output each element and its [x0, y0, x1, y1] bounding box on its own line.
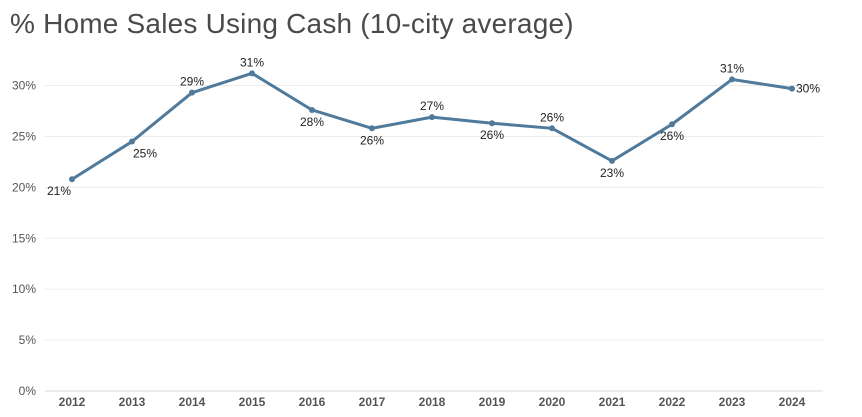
gridlines	[45, 85, 823, 392]
y-tick-label: 25%	[12, 129, 36, 143]
data-label: 27%	[420, 99, 444, 113]
data-label: 21%	[47, 184, 71, 198]
x-tick-label: 2019	[479, 395, 506, 409]
data-point[interactable]	[189, 89, 195, 96]
data-point[interactable]	[129, 138, 135, 145]
data-point[interactable]	[729, 76, 735, 83]
data-point[interactable]	[69, 176, 75, 183]
series-line	[70, 71, 794, 181]
data-point[interactable]	[609, 157, 615, 164]
y-tick-label: 5%	[19, 333, 37, 347]
data-label: 31%	[720, 61, 744, 75]
data-label: 26%	[540, 110, 564, 124]
x-tick-label: 2013	[119, 395, 146, 409]
y-tick-label: 30%	[12, 79, 36, 93]
x-tick-label: 2012	[59, 395, 86, 409]
x-tick-label: 2021	[599, 395, 626, 409]
x-tick-label: 2024	[779, 395, 806, 409]
x-tick-label: 2016	[299, 395, 326, 409]
data-label: 31%	[240, 55, 264, 69]
data-point[interactable]	[489, 120, 495, 127]
x-tick-label: 2023	[719, 395, 746, 409]
data-point[interactable]	[429, 114, 435, 121]
x-tick-label: 2014	[179, 395, 206, 409]
data-label: 28%	[300, 115, 324, 129]
x-axis-ticks: 2012 2013 2014 2015 2016 2017 2018 2019 2020 2021…	[59, 395, 806, 409]
data-label: 26%	[360, 133, 384, 147]
data-point[interactable]	[249, 70, 255, 77]
data-point[interactable]	[369, 125, 375, 132]
x-tick-label: 2022	[659, 395, 686, 409]
y-axis-ticks: 0% 5% 10% 15% 20% 25% 30%	[12, 79, 36, 398]
data-label: 29%	[180, 75, 204, 89]
data-point[interactable]	[789, 85, 795, 92]
data-label: 30%	[796, 82, 820, 96]
y-tick-label: 10%	[12, 282, 36, 296]
data-label: 26%	[480, 128, 504, 142]
data-label: 26%	[660, 129, 684, 143]
y-tick-label: 20%	[12, 180, 36, 194]
x-tick-label: 2015	[239, 395, 266, 409]
x-tick-label: 2020	[539, 395, 566, 409]
data-point[interactable]	[669, 121, 675, 128]
x-tick-label: 2017	[359, 395, 386, 409]
y-tick-label: 15%	[12, 231, 36, 245]
chart-title: % Home Sales Using Cash (10-city average…	[10, 8, 574, 39]
data-label: 23%	[600, 166, 624, 180]
x-tick-label: 2018	[419, 395, 446, 409]
data-label: 25%	[133, 147, 157, 161]
data-series	[69, 70, 795, 183]
data-point[interactable]	[549, 125, 555, 132]
y-tick-label: 0%	[19, 384, 37, 398]
data-point[interactable]	[309, 106, 315, 113]
data-labels: 21% 25% 29% 31% 28% 26% 27% 26% 26% 23% 26% 31% 30%	[47, 55, 820, 198]
